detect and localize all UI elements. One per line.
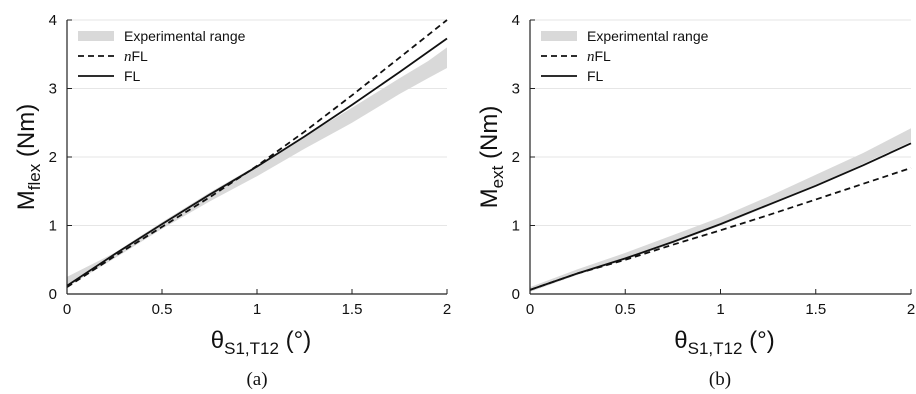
x-tick-label: 0.5 <box>615 301 636 318</box>
y-tick-label: 1 <box>49 218 57 235</box>
x-tick-label: 1.5 <box>342 301 363 318</box>
legend-swatch-band <box>541 31 577 41</box>
y-tick-label: 3 <box>49 81 57 98</box>
panel-caption: (b) <box>709 369 731 390</box>
panel-caption: (a) <box>246 369 267 390</box>
legend-label-band: Experimental range <box>124 28 246 44</box>
legend-label-fl: FL <box>124 68 141 84</box>
series-line-nfl <box>529 167 912 291</box>
series-line-fl <box>66 37 448 287</box>
chart-panel-a: 0 1 2 3 4 0 0.5 1 1.5 2 θS1,T12 (°) Mflex (Nm) Exper… <box>13 12 451 390</box>
series-line-fl <box>529 142 912 291</box>
experimental-range-band <box>530 128 911 292</box>
x-tick-label: 0 <box>526 301 534 318</box>
y-tick-label: 0 <box>512 286 520 303</box>
legend-label-band: Experimental range <box>587 28 709 44</box>
x-tick-label: 2 <box>443 301 451 318</box>
x-tick-label: 1 <box>716 301 724 318</box>
y-tick-label: 4 <box>512 12 520 29</box>
legend-swatch-band <box>78 31 114 41</box>
y-tick-label: 2 <box>49 149 57 166</box>
x-tick-label: 1 <box>253 301 261 318</box>
legend-label-nfl: nFL <box>124 48 148 65</box>
y-tick-label: 3 <box>512 81 520 98</box>
x-tick-label: 0.5 <box>152 301 173 318</box>
x-tick-label: 0 <box>63 301 71 318</box>
chart-panel-b: 0 1 2 3 4 0 0.5 1 1.5 2 θS1,T12 (°) Mext (Nm) Experi… <box>476 12 915 390</box>
y-axis-label: Mext (Nm) <box>476 106 507 209</box>
legend-label-fl: FL <box>587 68 604 84</box>
legend: Experimental range nFL FL <box>541 28 709 84</box>
y-tick-label: 1 <box>512 218 520 235</box>
x-axis-label: θS1,T12 (°) <box>674 327 774 358</box>
x-axis-label: θS1,T12 (°) <box>211 327 311 358</box>
legend-label-nfl: nFL <box>587 48 611 65</box>
legend: Experimental range nFL FL <box>78 28 246 84</box>
y-tick-label: 0 <box>49 286 57 303</box>
x-tick-label: 1.5 <box>805 301 826 318</box>
x-tick-label: 2 <box>907 301 915 318</box>
y-tick-label: 4 <box>49 12 57 29</box>
y-tick-label: 2 <box>512 149 520 166</box>
y-axis-label: Mflex (Nm) <box>13 104 44 210</box>
